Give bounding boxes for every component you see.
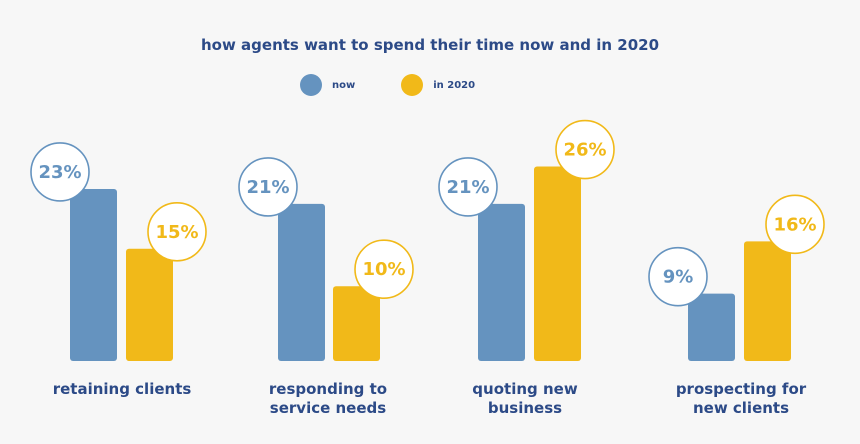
bar-in-2020-2 [534, 166, 581, 361]
data-label-bubble [354, 239, 414, 300]
data-label: 26% [563, 140, 606, 161]
legend-item-now: now [300, 74, 355, 96]
bar-in-2020-0 [126, 248, 173, 361]
legend-label-now: now [332, 79, 356, 91]
data-label: 16% [773, 214, 816, 235]
data-label: 23% [38, 162, 81, 183]
legend-item-in-2020: in 2020 [401, 74, 475, 96]
category-label-line: prospecting for [675, 380, 807, 398]
category-label-line: new clients [692, 399, 790, 417]
bar-in-2020-1 [333, 286, 380, 361]
category-label-prospecting: prospecting for new clients [641, 380, 841, 418]
data-label: 21% [446, 177, 489, 198]
category-label-line: quoting new [472, 380, 578, 398]
data-label-bubble [555, 119, 615, 180]
category-label-line: retaining clients [52, 380, 192, 398]
legend: now in 2020 [300, 74, 521, 96]
category-label-retaining-clients: retaining clients [22, 380, 222, 399]
category-label-responding: responding to service needs [228, 380, 428, 418]
data-label: 21% [246, 177, 289, 198]
category-label-line: business [487, 399, 563, 417]
data-label-bubble [648, 246, 708, 307]
bar-now-2 [478, 203, 525, 361]
legend-swatch-now [300, 74, 322, 96]
data-label: 10% [362, 259, 405, 280]
data-label-bubble [438, 157, 498, 217]
category-label-line: service needs [269, 399, 387, 417]
category-label-quoting: quoting new business [425, 380, 625, 418]
bar-in-2020-3 [744, 241, 791, 361]
data-label: 9% [663, 267, 694, 288]
chart-title: how agents want to spend their time now … [200, 36, 660, 54]
data-label-bubble [238, 157, 298, 217]
legend-label-in-2020: in 2020 [433, 79, 476, 91]
bar-now-0 [70, 188, 117, 361]
bar-now-1 [278, 203, 325, 361]
data-label-bubble [765, 194, 825, 255]
data-label: 15% [155, 222, 198, 243]
legend-swatch-in-2020 [401, 74, 424, 96]
data-label-bubble [147, 202, 207, 262]
bar-now-3 [688, 293, 735, 361]
category-label-line: responding to [268, 380, 388, 398]
data-label-bubble [30, 142, 90, 202]
